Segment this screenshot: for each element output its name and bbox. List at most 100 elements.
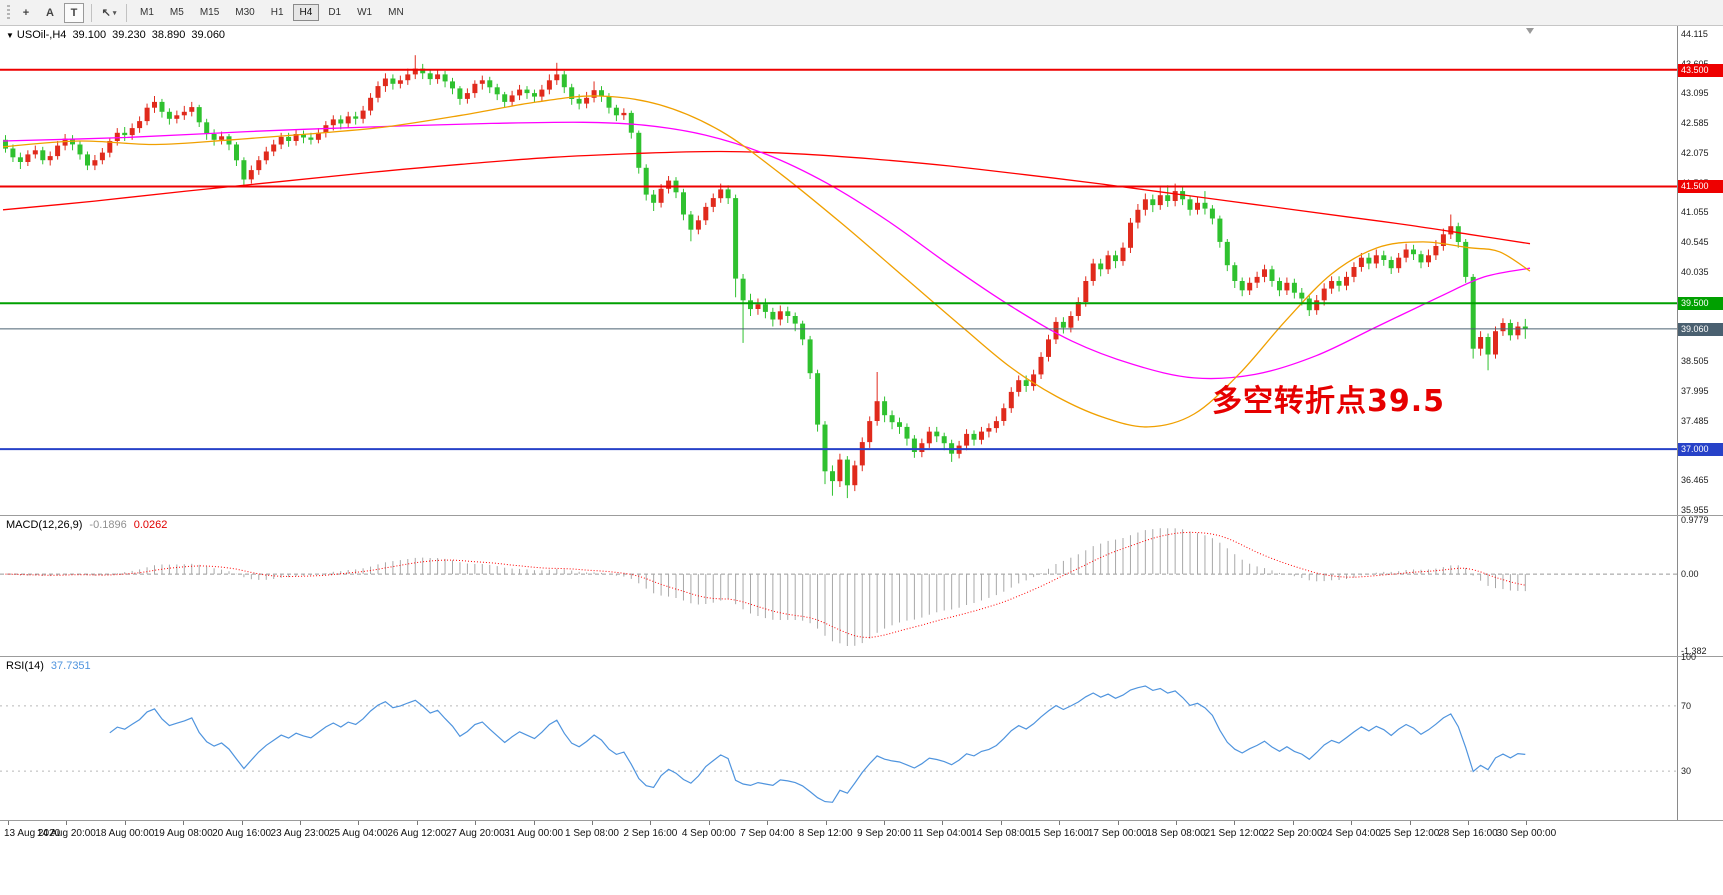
time-label: 14 Sep 08:00 — [971, 828, 1031, 839]
tool-buttons-group: + A T ↖ ▾ — [14, 2, 132, 23]
macd-label: MACD(12,26,9) -0.1896 0.0262 — [6, 519, 167, 531]
time-tick — [767, 821, 769, 825]
time-tick — [650, 821, 652, 825]
time-axis[interactable]: 13 Aug 2020 14 Aug 20:00 18 Aug 00:00 19 Au… — [0, 821, 1723, 845]
timeframe-button-d1[interactable]: D1 — [328, 7, 342, 18]
low-value: 38.890 — [151, 29, 186, 41]
price-tick-label: 38.505 — [1681, 356, 1709, 367]
symbol-timeframe-label: USOil-,H4 — [16, 29, 67, 41]
text-box-tool[interactable]: T — [64, 2, 84, 23]
text-label-tool[interactable]: A — [46, 6, 54, 19]
ohlc-info-line: ▼ USOil-,H4 39.100 39.230 38.890 39.060 — [6, 29, 231, 41]
time-tick — [8, 821, 9, 825]
chart-collapse-icon[interactable]: ▼ — [6, 31, 14, 40]
time-label: 21 Sep 12:00 — [1204, 828, 1265, 839]
price-tag-43.500: 43.500 — [1678, 63, 1723, 77]
macd-tick-label: 0.9779 — [1681, 515, 1709, 525]
price-tag-39.500: 39.500 — [1678, 297, 1723, 311]
macd-panel[interactable]: MACD(12,26,9) -0.1896 0.0262 0.9779 0.00 -1.… — [0, 515, 1723, 657]
rsi-canvas[interactable] — [0, 657, 1677, 820]
time-label: 1 Sep 08:00 — [565, 828, 619, 839]
time-tick — [1292, 821, 1294, 825]
time-tick — [1526, 821, 1528, 825]
time-label: 15 Sep 16:00 — [1029, 828, 1089, 839]
macd-main-value: -0.1896 — [89, 519, 127, 531]
time-tick — [592, 821, 593, 825]
chart-annotation-text[interactable]: 多空转折点39.5 — [1212, 384, 1446, 419]
timeframe-button-m1[interactable]: M1 — [140, 7, 154, 18]
toolbar-separator — [91, 3, 92, 22]
price-tick-label: 44.115 — [1681, 28, 1708, 39]
macd-canvas[interactable] — [0, 516, 1677, 656]
price-tick-label: 42.075 — [1681, 147, 1709, 158]
rsi-axis[interactable]: 100 70 30 — [1677, 652, 1722, 820]
macd-signal-value: 0.0262 — [133, 519, 168, 531]
time-tick — [1117, 821, 1119, 825]
rsi-label: RSI(14) 37.7351 — [6, 660, 91, 672]
time-tick — [1176, 821, 1177, 825]
time-label: 4 Sep 00:00 — [681, 828, 736, 839]
timeframe-button-m15[interactable]: M15 — [199, 7, 220, 18]
time-tick — [1234, 821, 1236, 825]
time-tick — [124, 821, 126, 825]
time-tick — [300, 821, 301, 825]
open-value: 39.100 — [72, 29, 107, 41]
price-tick-label: 43.095 — [1681, 88, 1709, 99]
timeframe-button-mn[interactable]: MN — [388, 7, 404, 18]
price-tick-label: 43.605 — [1681, 59, 1709, 69]
rsi-panel[interactable]: RSI(14) 37.7351 100 70 30 — [0, 652, 1723, 821]
timeframe-button-w1[interactable]: W1 — [357, 7, 373, 18]
time-label: 11 Sep 04:00 — [913, 828, 972, 839]
time-label: 25 Aug 04:00 — [328, 828, 388, 839]
timeframe-button-h1[interactable]: H1 — [270, 7, 284, 18]
macd-axis[interactable]: 0.9779 0.00 -1.382 — [1677, 515, 1722, 656]
price-axis[interactable]: 44.11543.60543.09542.58542.07541.56541.0… — [1677, 26, 1723, 516]
price-tick-label: 37.485 — [1681, 415, 1709, 426]
price-tick-label: 42.585 — [1681, 118, 1709, 129]
time-label: 26 Aug 12:00 — [387, 828, 447, 839]
timeframe-button-h4[interactable]: H4 — [292, 4, 320, 21]
timeframe-button-m5[interactable]: M5 — [169, 7, 184, 18]
time-tick — [358, 821, 360, 825]
time-label: 14 Aug 20:00 — [36, 828, 96, 839]
time-label: 30 Sep 00:00 — [1496, 828, 1557, 839]
time-label: 25 Sep 12:00 — [1379, 828, 1440, 839]
time-tick — [1468, 821, 1469, 825]
time-tick — [1059, 821, 1061, 825]
time-tick — [942, 821, 944, 825]
time-tick — [66, 821, 68, 825]
price-tick-label: 36.465 — [1681, 475, 1709, 486]
price-tick-label: 35.955 — [1681, 505, 1709, 516]
time-tick — [1409, 821, 1411, 825]
macd-tick-label: -1.382 — [1681, 645, 1707, 656]
time-label: 2 Sep 16:00 — [623, 828, 678, 839]
dropdown-caret-icon: ▾ — [112, 9, 117, 17]
time-label: 31 Aug 00:00 — [504, 828, 564, 839]
main-chart-panel[interactable]: ▼ USOil-,H4 39.100 39.230 38.890 39.060 多空转折点… — [0, 26, 1723, 516]
main-chart-canvas[interactable] — [0, 26, 1677, 515]
crosshair-tool[interactable]: + — [22, 6, 30, 19]
rsi-name: RSI(14) — [6, 660, 44, 672]
toolbar-grip[interactable] — [7, 4, 10, 21]
time-label: 23 Aug 23:00 — [270, 828, 330, 839]
bottom-filler — [0, 845, 1723, 895]
time-label: 27 Aug 20:00 — [445, 828, 505, 839]
time-label: 22 Sep 20:00 — [1263, 828, 1323, 839]
time-label: 17 Sep 00:00 — [1087, 828, 1148, 839]
rsi-tick-label: 70 — [1681, 700, 1692, 711]
time-tick — [825, 821, 827, 825]
timeframe-button-m30[interactable]: M30 — [235, 7, 255, 18]
draw-arrow-tool[interactable]: ↖ ▾ — [101, 7, 117, 19]
toolbar: + A T ↖ ▾ M1 M5 M15 M30 H1 H4 D1 W1 MN — [0, 0, 1723, 26]
price-tag-37.000: 37.000 — [1678, 443, 1723, 457]
time-label: 28 Sep 16:00 — [1438, 828, 1498, 839]
time-tick — [1000, 821, 1002, 825]
time-label: 18 Sep 08:00 — [1146, 828, 1206, 839]
time-tick — [183, 821, 185, 825]
time-label: 18 Aug 00:00 — [95, 828, 155, 839]
time-tick — [416, 821, 418, 825]
toolbar-separator — [126, 3, 127, 22]
rsi-value: 37.7351 — [50, 660, 91, 672]
rsi-tick-label: 100 — [1681, 652, 1697, 662]
